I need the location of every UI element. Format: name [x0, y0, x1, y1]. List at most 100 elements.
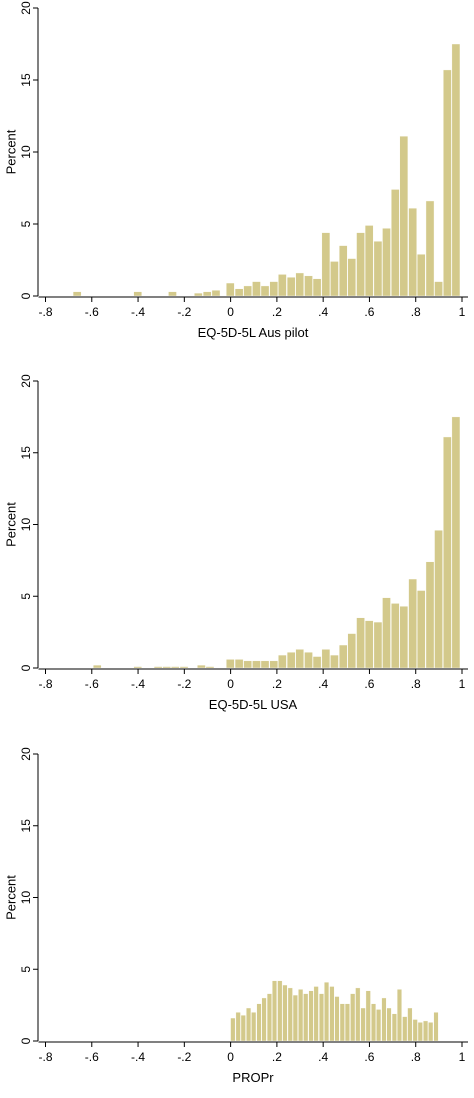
- histogram-bar: [256, 1003, 262, 1042]
- histogram-bar: [376, 1009, 382, 1042]
- histogram-bar: [303, 993, 309, 1042]
- histogram-bar: [246, 1007, 252, 1042]
- histogram-bar: [313, 986, 319, 1042]
- y-tick-label: 15: [19, 446, 33, 460]
- histogram-bar: [350, 993, 356, 1042]
- histogram-bar: [347, 633, 357, 669]
- histogram-bar: [295, 649, 304, 669]
- x-tick-label: .4: [318, 1050, 328, 1064]
- y-tick-label: 5: [19, 593, 33, 600]
- histogram-bar: [355, 987, 361, 1042]
- histogram-panel-2: 0 5 10 15 20 -.8 -.6 -.4 -.2 0 .2 .4 .6 .8 1 EQ-5D-5L U…: [3, 374, 468, 712]
- x-tick-label: 1: [459, 305, 466, 319]
- histogram-bar: [278, 274, 287, 297]
- histogram-bar: [211, 290, 221, 297]
- histogram-bar: [277, 980, 283, 1042]
- histogram-bar: [434, 281, 443, 297]
- histogram-bar: [197, 664, 206, 669]
- histogram-bar: [365, 990, 371, 1042]
- histogram-bar: [451, 416, 461, 669]
- histogram-bar: [371, 1003, 377, 1042]
- histogram-bar: [373, 241, 383, 297]
- histogram-bar: [399, 606, 409, 669]
- histogram-bar: [205, 666, 215, 669]
- y-axis-title: Percent: [3, 502, 18, 547]
- x-axis-title: EQ-5D-5L Aus pilot: [198, 325, 309, 340]
- x-axis-title: PROPr: [232, 1070, 274, 1085]
- y-tick-label: 20: [19, 374, 33, 388]
- histogram-bar: [443, 436, 452, 669]
- histogram-bar: [425, 200, 435, 297]
- histogram-bar: [373, 621, 383, 669]
- histogram-bar: [416, 590, 426, 669]
- histogram-bar: [339, 1003, 345, 1042]
- histogram-bar: [287, 987, 293, 1042]
- histogram-bar: [334, 996, 340, 1042]
- y-tick-label: 10: [19, 891, 33, 905]
- histogram-bar: [423, 1020, 429, 1042]
- histogram-bar: [312, 278, 322, 297]
- y-tick-label: 5: [19, 966, 33, 973]
- histogram-bar: [407, 1007, 413, 1042]
- histogram-bar: [266, 993, 272, 1042]
- histogram-bar: [235, 1012, 241, 1042]
- x-axis-title: EQ-5D-5L USA: [209, 697, 298, 712]
- histogram-panel-3: 0 5 10 15 20 -.8 -.6 -.4 -.2 0 .2 .4 .6 .8 1 PROPr Perce…: [3, 747, 468, 1085]
- histogram-bar: [243, 285, 252, 297]
- y-tick-label: 20: [19, 747, 33, 761]
- histogram-bar: [278, 654, 287, 669]
- histogram-bar: [360, 1007, 366, 1042]
- histogram-panel-1: 0 5 10 15 20 -.8 -.6 -.4 -.2 0 .2 .4 .6 .8 1 EQ-5D-5L A…: [3, 1, 468, 340]
- histogram-bar: [226, 282, 235, 297]
- histogram-bar: [338, 245, 348, 297]
- y-tick-label: 0: [19, 1037, 33, 1044]
- histogram-bar: [133, 666, 143, 669]
- x-tick-label: -.4: [131, 1050, 145, 1064]
- histogram-bar: [330, 261, 339, 297]
- x-tick-label: .2: [272, 305, 282, 319]
- y-tick-label: 5: [19, 220, 33, 227]
- y-tick-label: 20: [19, 1, 33, 15]
- histogram-bar: [162, 666, 171, 669]
- histogram-bar: [298, 989, 304, 1042]
- histogram-bar: [321, 649, 331, 669]
- histogram-bar: [304, 275, 313, 297]
- histogram-bar: [243, 660, 252, 669]
- histogram-bar: [230, 1017, 236, 1042]
- x-tick-label: -.4: [131, 677, 145, 691]
- x-tick-label: -.6: [85, 677, 99, 691]
- x-tick-label: .2: [272, 1050, 282, 1064]
- histogram-bar: [425, 561, 435, 669]
- x-tick-label: -.2: [177, 305, 191, 319]
- y-tick-label: 0: [19, 664, 33, 671]
- histogram-bar: [402, 1016, 408, 1042]
- histogram-bar: [408, 207, 417, 297]
- x-tick-label: 1: [459, 677, 466, 691]
- histogram-bar: [202, 291, 212, 297]
- x-tick-label: -.8: [38, 677, 52, 691]
- histogram-bar: [381, 997, 387, 1042]
- histogram-bar: [269, 660, 279, 669]
- y-tick-label: 10: [19, 518, 33, 532]
- x-tick-label: 0: [227, 1050, 234, 1064]
- x-tick-label: 0: [227, 677, 234, 691]
- histogram-bar: [399, 135, 409, 297]
- histogram-bar: [295, 272, 304, 297]
- histogram-bar: [272, 980, 278, 1042]
- histogram-bar: [252, 660, 261, 669]
- histogram-bar: [443, 69, 452, 297]
- histogram-bar: [260, 660, 270, 669]
- x-tick-label: .8: [411, 677, 421, 691]
- y-tick-label: 0: [19, 292, 33, 299]
- histogram-bar: [324, 981, 330, 1042]
- histogram-bar: [318, 993, 324, 1042]
- histogram-bar: [344, 1003, 350, 1042]
- y-tick-label: 15: [19, 73, 33, 87]
- x-tick-label: .2: [272, 677, 282, 691]
- x-tick-label: 0: [227, 305, 234, 319]
- histogram-bar: [428, 1022, 434, 1042]
- histogram-bar: [329, 986, 335, 1042]
- x-tick-label: -.6: [85, 305, 99, 319]
- histogram-bar: [133, 291, 143, 297]
